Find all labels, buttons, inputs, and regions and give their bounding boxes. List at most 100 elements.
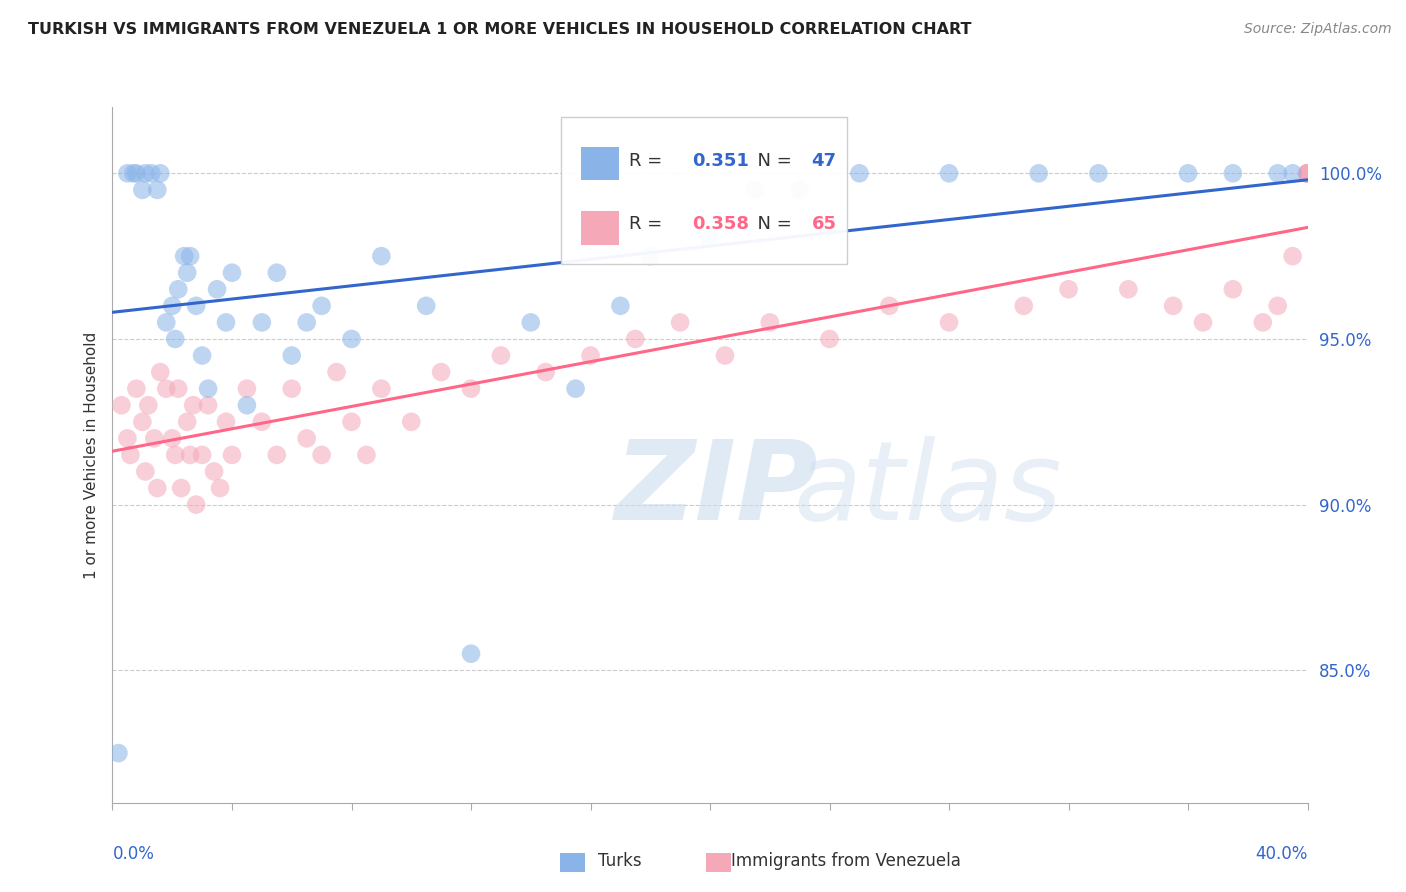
Point: [134, 465, 156, 479]
Point: [266, 266, 288, 280]
Point: [250, 415, 273, 429]
Point: [848, 166, 870, 180]
Point: [120, 448, 142, 462]
Point: [714, 349, 737, 363]
Point: [564, 382, 586, 396]
Point: [1028, 166, 1050, 180]
Point: [1192, 315, 1215, 329]
Point: [250, 315, 273, 329]
Point: [167, 282, 190, 296]
Point: [236, 398, 259, 412]
Point: [149, 365, 172, 379]
Point: [1296, 166, 1319, 180]
Point: [401, 415, 423, 429]
Point: [460, 647, 482, 661]
Point: [340, 415, 363, 429]
Point: [170, 481, 193, 495]
Point: [818, 332, 841, 346]
Point: [520, 315, 543, 329]
Point: [141, 166, 163, 180]
Point: [281, 382, 304, 396]
Point: [1012, 299, 1035, 313]
Point: [162, 431, 183, 445]
Point: [266, 448, 288, 462]
Point: [208, 481, 231, 495]
Point: [155, 315, 177, 329]
Point: [489, 349, 512, 363]
Point: [1281, 249, 1303, 263]
Text: Turks: Turks: [598, 852, 641, 870]
Point: [131, 415, 153, 429]
Point: [179, 249, 201, 263]
Point: [1161, 299, 1184, 313]
Point: [1296, 166, 1319, 180]
Point: [534, 365, 557, 379]
Point: [215, 415, 238, 429]
Point: [162, 299, 183, 313]
Point: [1296, 166, 1319, 180]
Point: [221, 266, 243, 280]
Point: [1057, 282, 1080, 296]
Text: Source: ZipAtlas.com: Source: ZipAtlas.com: [1244, 22, 1392, 37]
Point: [311, 299, 333, 313]
Point: [1267, 299, 1289, 313]
Point: [117, 166, 139, 180]
Point: [281, 349, 304, 363]
Point: [186, 299, 208, 313]
FancyBboxPatch shape: [561, 118, 848, 263]
Point: [624, 332, 647, 346]
Point: [197, 382, 219, 396]
Point: [134, 166, 156, 180]
Point: [938, 315, 960, 329]
Point: [1296, 166, 1319, 180]
Point: [430, 365, 453, 379]
Text: atlas: atlas: [793, 436, 1063, 543]
Text: 0.0%: 0.0%: [112, 845, 155, 863]
Point: [131, 183, 153, 197]
Point: [165, 332, 187, 346]
Point: [356, 448, 378, 462]
Point: [579, 349, 602, 363]
Point: [176, 266, 198, 280]
Point: [1222, 166, 1244, 180]
Point: [759, 315, 782, 329]
Point: [699, 233, 721, 247]
Point: [1281, 166, 1303, 180]
Point: [1296, 166, 1319, 180]
Point: [609, 299, 631, 313]
Point: [295, 431, 318, 445]
Point: [638, 249, 662, 263]
Point: [340, 332, 363, 346]
Point: [155, 382, 177, 396]
Point: [1296, 166, 1319, 180]
Point: [295, 315, 318, 329]
Point: [176, 415, 198, 429]
Point: [181, 398, 204, 412]
Point: [197, 398, 219, 412]
FancyBboxPatch shape: [581, 146, 619, 180]
Text: ZIP: ZIP: [614, 436, 818, 543]
Point: [311, 448, 333, 462]
Point: [370, 249, 392, 263]
Text: R =: R =: [628, 215, 668, 233]
Point: [1267, 166, 1289, 180]
Point: [165, 448, 187, 462]
Point: [205, 282, 228, 296]
Point: [138, 398, 160, 412]
Text: 47: 47: [811, 152, 837, 169]
Point: [415, 299, 437, 313]
Point: [460, 382, 482, 396]
Text: 0.358: 0.358: [692, 215, 749, 233]
Point: [146, 183, 169, 197]
Text: TURKISH VS IMMIGRANTS FROM VENEZUELA 1 OR MORE VEHICLES IN HOUSEHOLD CORRELATION: TURKISH VS IMMIGRANTS FROM VENEZUELA 1 O…: [28, 22, 972, 37]
Point: [125, 166, 148, 180]
Point: [186, 498, 208, 512]
Point: [669, 315, 692, 329]
Point: [1177, 166, 1199, 180]
Point: [191, 349, 214, 363]
Text: N =: N =: [747, 152, 797, 169]
Point: [1116, 282, 1139, 296]
Text: 65: 65: [811, 215, 837, 233]
Point: [122, 166, 145, 180]
Point: [149, 166, 172, 180]
